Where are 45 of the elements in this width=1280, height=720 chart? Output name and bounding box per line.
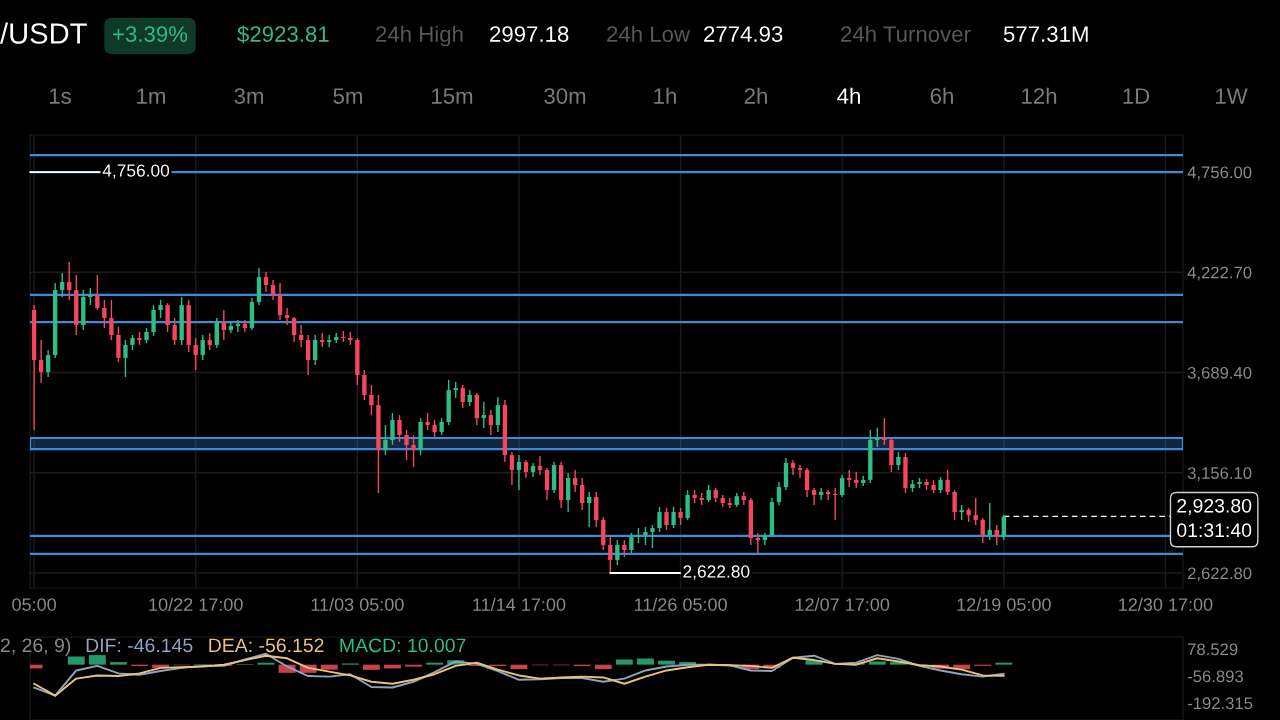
annotation: 4,756.00 xyxy=(102,164,170,179)
text: $2923.81 xyxy=(237,25,329,44)
text: 24h High xyxy=(376,25,463,47)
x-tick-label: 11/03 05:00 xyxy=(311,597,404,611)
text: 2774.93 xyxy=(704,26,783,42)
y-tick-label: 2,622.80 xyxy=(1188,567,1252,582)
series-label: MACD: 10.007 xyxy=(340,638,466,653)
y-tick-label: 4,222.70 xyxy=(1187,266,1252,281)
x-tick-label: 10/22 17:00 xyxy=(149,597,243,611)
x-tick-label: 12/07 17:00 xyxy=(795,597,890,611)
x-tick-label: 11/14 17:00 xyxy=(473,597,566,611)
chart-title: 2, 26, 9) xyxy=(0,637,71,657)
text: 1s xyxy=(49,88,71,104)
annotation: 2,622.80 xyxy=(683,565,750,580)
text: 12h xyxy=(1022,87,1057,104)
text: 2997.18 xyxy=(490,26,569,42)
text: 30m xyxy=(544,88,586,104)
y-tick-label: 3,156.10 xyxy=(1187,467,1252,481)
text: 24h Turnover xyxy=(841,25,971,42)
text: 1h xyxy=(654,87,676,104)
x-tick-label: 05:00 xyxy=(12,598,56,611)
y-tick-label: 4,756.00 xyxy=(1187,166,1252,181)
series-label: DIF: -46.145 xyxy=(86,638,193,653)
y-tick-label: 78.529 xyxy=(1188,643,1238,656)
ref-line-label: 2,923.80 01:31:40 xyxy=(1177,498,1252,538)
text: 5m xyxy=(333,88,362,104)
text: 6h xyxy=(930,87,953,104)
text: 3m xyxy=(234,88,263,104)
x-tick-label: 12/19 05:00 xyxy=(957,597,1051,611)
x-tick-label: 11/26 05:00 xyxy=(634,597,727,611)
text: 2h xyxy=(744,87,767,104)
series-label: DEA: -56.152 xyxy=(209,638,324,653)
text: 1m xyxy=(137,88,165,104)
text: 24h Low xyxy=(607,25,691,42)
y-tick-label: 3,689.40 xyxy=(1187,366,1252,381)
y-tick-label: -192.315 xyxy=(1187,697,1253,710)
text: +3.39% xyxy=(113,26,188,42)
text: 1D xyxy=(1123,88,1150,104)
text: 4h xyxy=(837,87,860,104)
y-tick-label: -56.893 xyxy=(1187,670,1243,683)
text: 1W xyxy=(1216,88,1248,104)
x-tick-label: 12/30 17:00 xyxy=(1119,597,1213,611)
text: 577.31M xyxy=(1003,26,1088,42)
text: 15m xyxy=(432,88,473,104)
chart-title: /USDT xyxy=(0,22,87,44)
